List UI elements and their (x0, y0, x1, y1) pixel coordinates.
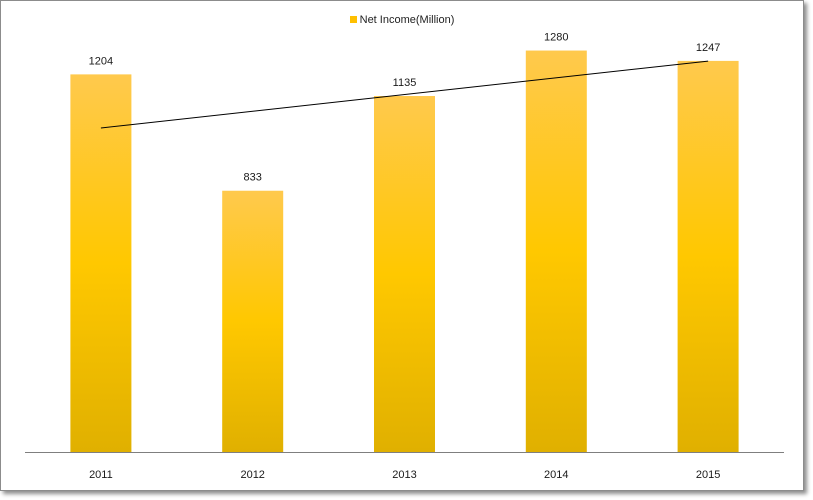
data-label-2013: 1135 (393, 77, 417, 89)
legend: Net Income(Million) (1, 14, 803, 26)
bar-2013 (374, 96, 435, 452)
bar-2011 (70, 74, 132, 452)
x-tick-2011: 2011 (89, 469, 113, 481)
bar-2014 (525, 50, 587, 452)
bar-2015 (677, 60, 739, 453)
bar-2012 (222, 190, 284, 452)
legend-label: Net Income(Million) (359, 14, 455, 26)
data-label-2012: 833 (244, 172, 262, 184)
data-label-2015: 1247 (696, 42, 720, 54)
trendline (100, 60, 709, 129)
x-tick-2013: 2013 (392, 469, 416, 481)
x-tick-2014: 2014 (544, 469, 568, 481)
x-tick-2012: 2012 (240, 469, 264, 481)
x-tick-2015: 2015 (696, 469, 720, 481)
data-label-2011: 1204 (89, 55, 113, 67)
legend-swatch (349, 15, 357, 23)
data-label-2014: 1280 (544, 32, 568, 44)
